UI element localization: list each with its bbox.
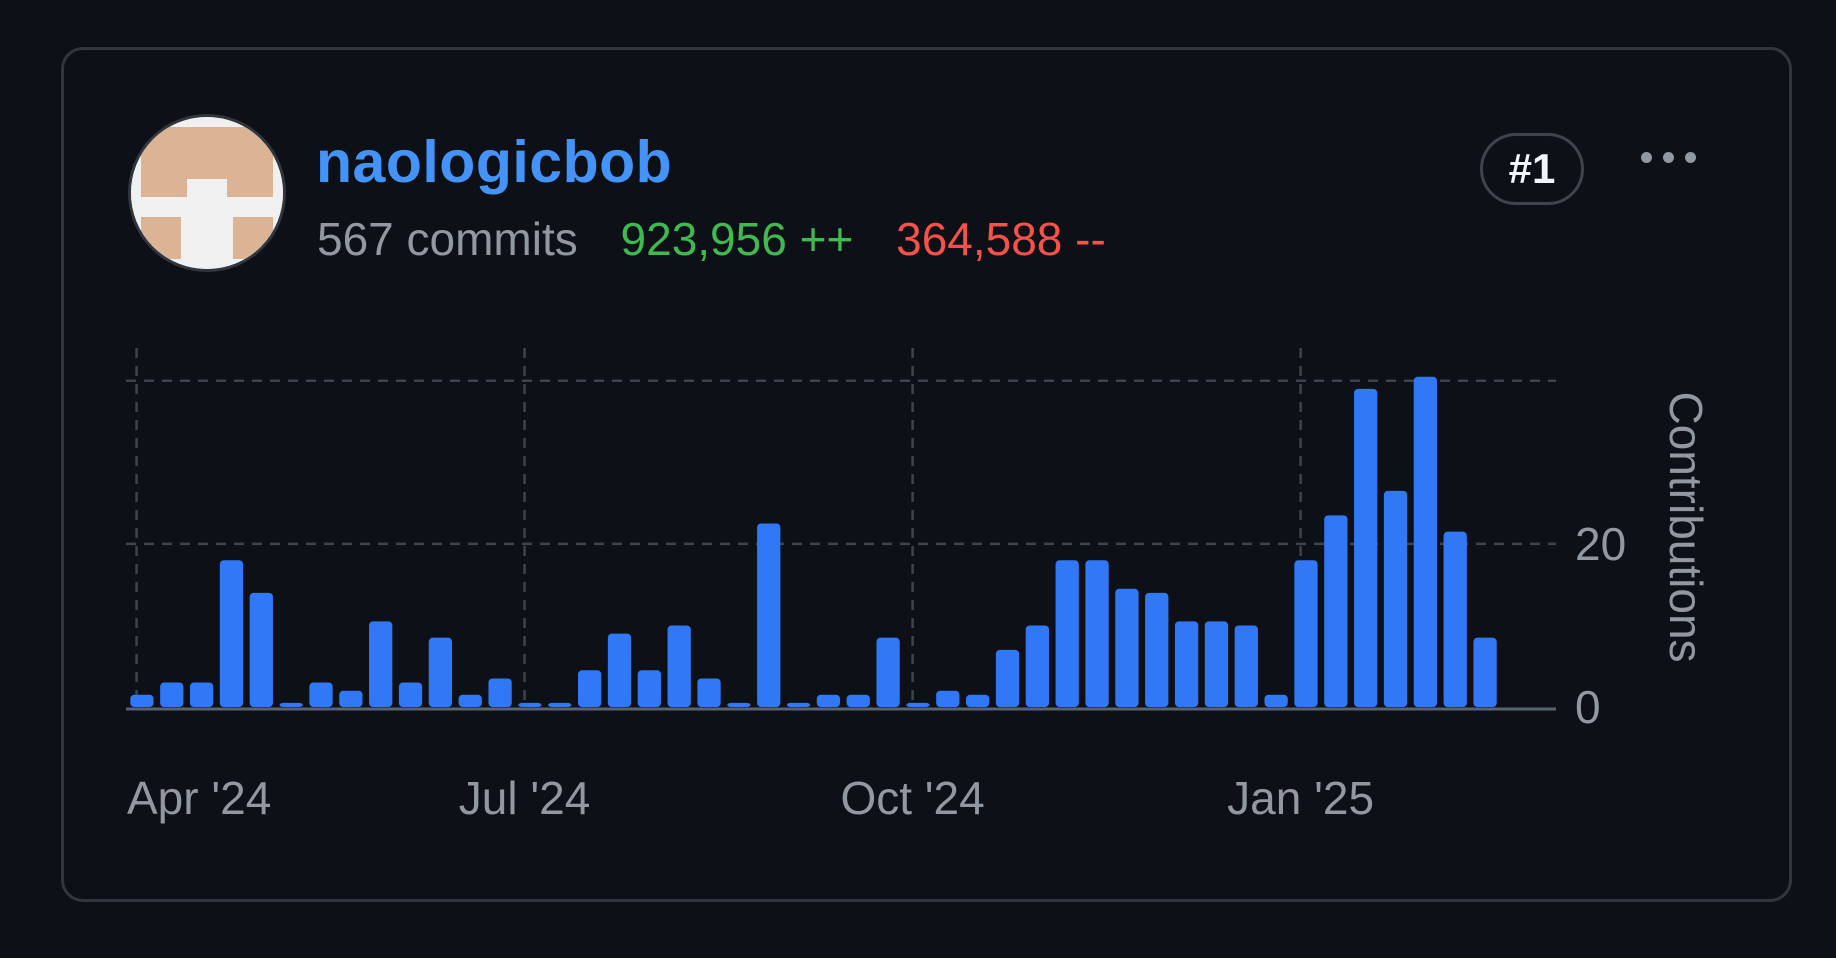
chart-bar[interactable] [1174,621,1199,707]
chart-bar[interactable] [249,592,273,707]
dot-icon [1684,151,1696,163]
chart-bar[interactable] [1413,376,1438,707]
chart-bar[interactable] [339,690,363,707]
chart-bar[interactable] [1383,490,1408,707]
x-axis-ticks: Apr '24 Jul '24 Oct '24 Jan '25 [127,772,1374,824]
chart-bar[interactable] [398,682,423,707]
chart-bar[interactable] [1294,560,1318,707]
chart-bar[interactable] [219,560,244,707]
chart-bar[interactable] [428,637,453,707]
chart-bar[interactable] [995,649,1020,707]
chart-bar[interactable] [160,682,184,707]
chart-bars [130,376,1497,708]
chart-bar[interactable] [727,702,751,707]
username-link[interactable]: naologicbob [316,129,673,195]
chart-bar[interactable] [846,694,870,707]
identicon-avatar [131,117,283,269]
chart-bar[interactable] [458,694,482,707]
chart-bar[interactable] [130,694,154,707]
contribution-stats: 567 commits 923,956 ++ 364,588 -- [317,212,1106,266]
y-tick-label: 0 [1575,681,1601,733]
additions-count: 923,956 ++ [620,213,854,265]
chart-bar[interactable] [876,637,900,707]
chart-bar[interactable] [697,678,721,707]
chart-bar[interactable] [1204,621,1229,707]
chart-bar[interactable] [757,523,781,708]
chart-bar[interactable] [1443,531,1467,707]
chart-bar[interactable] [1085,560,1109,707]
chart-bar[interactable] [189,682,214,707]
deletions-count: 364,588 -- [896,213,1106,265]
y-axis-ticks: 0 20 [1575,518,1626,733]
chart-bar[interactable] [1234,625,1258,707]
chart-bar[interactable] [1473,637,1497,707]
chart-grid [126,348,1556,707]
x-tick-label: Jan '25 [1227,772,1374,824]
chart-bar[interactable] [1115,588,1139,707]
chart-bar[interactable] [906,702,930,707]
chart-bar[interactable] [1025,625,1049,707]
chart-bar[interactable] [578,670,602,707]
y-axis-label: Contributions [1660,391,1712,662]
dot-icon [1662,151,1674,163]
avatar[interactable] [128,114,286,272]
chart-bar[interactable] [518,702,542,707]
more-options-button[interactable] [1629,132,1707,182]
chart-bar[interactable] [966,694,990,707]
chart-bar[interactable] [488,678,512,707]
chart-bar[interactable] [279,702,303,707]
chart-bar[interactable] [369,621,393,707]
x-tick-label: Jul '24 [459,772,591,824]
chart-bar[interactable] [816,694,841,707]
y-tick-label: 20 [1575,518,1626,570]
chart-bar[interactable] [607,633,632,707]
chart-bar[interactable] [309,682,333,707]
chart-bar[interactable] [786,702,811,707]
dot-icon [1640,151,1652,163]
chart-bar[interactable] [1324,515,1348,707]
x-tick-label: Apr '24 [127,772,271,824]
chart-bar[interactable] [1055,560,1079,707]
chart-bar[interactable] [1264,694,1288,707]
x-tick-label: Oct '24 [840,772,984,824]
rank-badge: #1 [1480,133,1584,205]
chart-bar[interactable] [1354,388,1378,707]
chart-bar[interactable] [667,625,691,707]
commits-count[interactable]: 567 commits [317,213,578,265]
chart-bar[interactable] [1145,592,1169,707]
chart-bar[interactable] [936,690,960,707]
chart-bar[interactable] [637,670,661,707]
chart-bar[interactable] [548,702,572,707]
contributor-card: naologicbob 567 commits 923,956 ++ 364,5… [61,47,1792,902]
